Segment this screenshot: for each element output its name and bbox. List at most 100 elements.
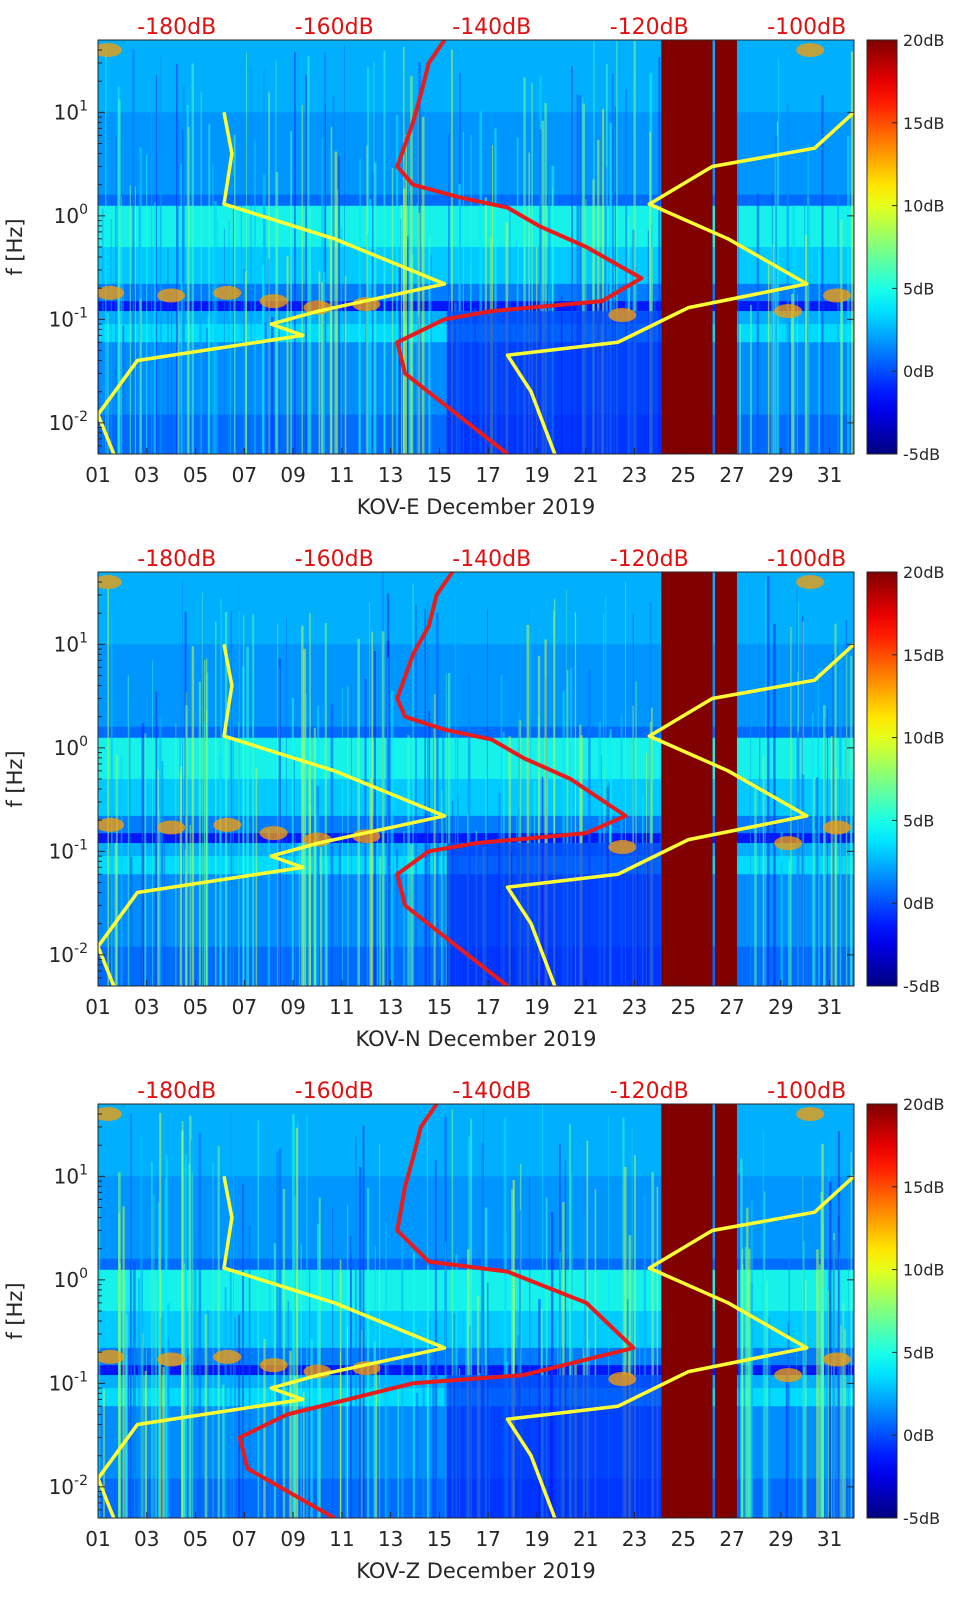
colorbar-tick-label: 20dB: [903, 1095, 945, 1114]
colorbar-tick-label: -5dB: [903, 445, 940, 464]
x-tick-label: 11: [329, 995, 354, 1019]
colorbar-tick-label: 5dB: [903, 811, 934, 830]
colorbar-tick-label: 10dB: [903, 1261, 945, 1280]
x-tick-label: 03: [134, 995, 159, 1019]
psd-db-tick-label: -100dB: [767, 547, 846, 572]
colorbar-tick-label: -5dB: [903, 977, 940, 996]
data-gap-band: [661, 1104, 713, 1518]
spectrogram-panel-kov-n: 01 03 05 07 09 11 13 15 17 19 21 23 25 27 29 31 10-2 10-1…: [3, 547, 945, 1051]
colorbar: 20dB 15dB 10dB 5dB 0dB -5dB: [866, 563, 945, 996]
x-tick-label: 19: [524, 1527, 549, 1551]
x-tick-label: 01: [85, 995, 110, 1019]
x-tick-label: 27: [719, 463, 744, 487]
colorbar-tick-label: -5dB: [903, 1509, 940, 1528]
noise-psd-curve: [237, 1104, 636, 1518]
x-tick-label: 19: [524, 463, 549, 487]
psd-db-tick-label: -140dB: [452, 15, 531, 40]
y-axis-title: f [Hz]: [3, 218, 27, 275]
data-gap-band: [714, 572, 737, 986]
colorbar: 20dB 15dB 10dB 5dB 0dB -5dB: [866, 31, 945, 464]
colorbar-tick-label: 10dB: [903, 197, 945, 216]
psd-db-tick-label: -120dB: [610, 15, 689, 40]
y-tick-label: 100: [54, 734, 88, 760]
x-tick-label: 27: [719, 995, 744, 1019]
psd-db-tick-label: -140dB: [452, 547, 531, 572]
spectrogram-panel-kov-e: 01 03 05 07 09 11 13 15 17 19 21 23 25 27 29 31 10-2 10-1…: [3, 15, 945, 519]
x-tick-label: 05: [183, 463, 208, 487]
y-tick-label: 10-2: [49, 1473, 88, 1499]
y-tick-label: 100: [54, 1266, 88, 1292]
noise-model-curve: [98, 643, 447, 986]
colorbar-tick-label: 15dB: [903, 646, 945, 665]
x-tick-label: 25: [671, 995, 696, 1019]
colorbar-tick-label: 0dB: [903, 1426, 934, 1445]
colorbar-tick-label: 0dB: [903, 362, 934, 381]
x-tick-label: 15: [427, 995, 452, 1019]
y-tick-label: 101: [54, 630, 88, 656]
x-tick-label: 11: [329, 1527, 354, 1551]
x-tick-label: 03: [134, 463, 159, 487]
y-tick-label: 101: [54, 98, 88, 124]
x-tick-label: 29: [768, 463, 793, 487]
y-tick-label: 10-1: [49, 305, 88, 331]
colorbar-tick-label: 0dB: [903, 894, 934, 913]
y-tick-label: 101: [54, 1162, 88, 1188]
x-tick-label: 29: [768, 995, 793, 1019]
x-axis-title: KOV-N December 2019: [356, 1027, 597, 1051]
x-tick-label: 13: [378, 995, 403, 1019]
noise-model-curve: [98, 111, 447, 454]
psd-db-tick-label: -100dB: [767, 15, 846, 40]
x-tick-label: 25: [671, 1527, 696, 1551]
data-gap-band: [714, 40, 737, 454]
x-tick-label: 27: [719, 1527, 744, 1551]
x-axis-title: KOV-Z December 2019: [356, 1559, 596, 1583]
x-tick-label: 03: [134, 1527, 159, 1551]
y-tick-label: 100: [54, 202, 88, 228]
x-tick-label: 07: [232, 995, 257, 1019]
x-axis-title: KOV-E December 2019: [357, 495, 595, 519]
colorbar-tick-label: 20dB: [903, 563, 945, 582]
x-tick-label: 31: [817, 1527, 842, 1551]
y-tick-label: 10-1: [49, 1369, 88, 1395]
spectrogram-panel-kov-z: 01 03 05 07 09 11 13 15 17 19 21 23 25 27 29 31 10-2 10-1…: [3, 1079, 945, 1583]
colorbar-tick-label: 5dB: [903, 279, 934, 298]
noise-psd-curve: [395, 572, 628, 986]
x-tick-label: 11: [329, 463, 354, 487]
noise-model-curve: [98, 1175, 447, 1518]
colorbar-tick-label: 20dB: [903, 31, 945, 50]
psd-db-tick-label: -120dB: [610, 547, 689, 572]
y-tick-label: 10-1: [49, 837, 88, 863]
psd-db-tick-label: -160dB: [295, 547, 374, 572]
x-tick-label: 13: [378, 463, 403, 487]
colorbar-tick-label: 5dB: [903, 1343, 934, 1362]
x-tick-label: 29: [768, 1527, 793, 1551]
x-tick-label: 31: [817, 463, 842, 487]
data-gap-band: [714, 1104, 737, 1518]
spectrogram-heatmap: [98, 572, 854, 986]
noise-model-curve: [505, 1175, 854, 1518]
x-tick-label: 17: [475, 995, 500, 1019]
noise-model-curve: [505, 111, 854, 454]
psd-db-tick-label: -160dB: [295, 1079, 374, 1104]
x-tick-label: 19: [524, 995, 549, 1019]
psd-db-tick-label: -160dB: [295, 15, 374, 40]
spectrogram-heatmap: [98, 40, 854, 454]
x-tick-label: 17: [475, 1527, 500, 1551]
y-axis-title: f [Hz]: [3, 1282, 27, 1339]
colorbar-tick-label: 15dB: [903, 1178, 945, 1197]
colorbar-tick-label: 10dB: [903, 729, 945, 748]
x-tick-label: 23: [622, 1527, 647, 1551]
x-tick-label: 21: [573, 995, 598, 1019]
data-gap-band: [661, 572, 713, 986]
x-tick-label: 21: [573, 463, 598, 487]
x-tick-label: 23: [622, 995, 647, 1019]
x-tick-label: 07: [232, 463, 257, 487]
psd-db-tick-label: -120dB: [610, 1079, 689, 1104]
x-tick-label: 25: [671, 463, 696, 487]
psd-db-tick-label: -100dB: [767, 1079, 846, 1104]
noise-model-curve: [505, 643, 854, 986]
x-tick-label: 09: [280, 1527, 305, 1551]
psd-db-tick-label: -180dB: [137, 547, 216, 572]
x-tick-label: 31: [817, 995, 842, 1019]
